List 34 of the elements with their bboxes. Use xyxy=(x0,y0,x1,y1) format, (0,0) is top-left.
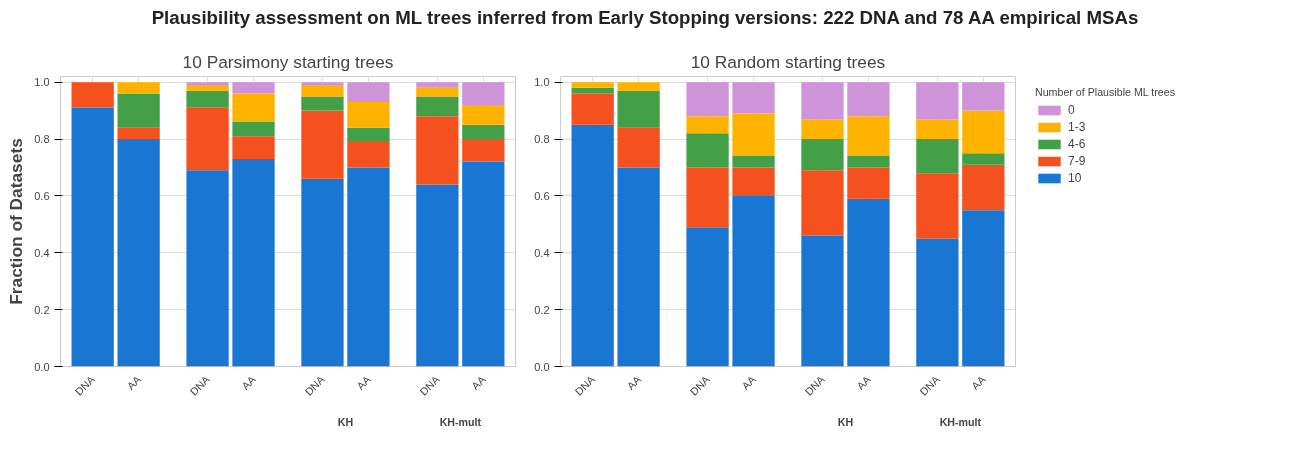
y-tick-label: 1.0 xyxy=(34,76,50,89)
text: KH xyxy=(837,415,854,428)
text: Plausibility assessment on ML trees inferred from Early Stopping versions: 222 DNA and 78 AA empirical MSAs xyxy=(151,6,1139,30)
text: KH xyxy=(337,415,354,428)
chart-subtitle: 10 Random starting trees xyxy=(690,51,886,72)
x-tick-label: AA xyxy=(469,372,489,392)
y-tick-label: 0.8 xyxy=(534,133,550,146)
y-tick-label: 0.0 xyxy=(34,360,50,373)
text: KH-mult xyxy=(939,415,982,428)
y-tick-label: 0.0 xyxy=(534,360,550,373)
chart-subtitle: 10 Parsimony starting trees xyxy=(182,51,394,72)
x-tick-label: AA xyxy=(354,372,374,392)
legend-title: Number of Plausible ML trees xyxy=(1035,86,1175,98)
x-tick-label: AA xyxy=(969,372,989,392)
y-axis-title: Fraction of Datasets xyxy=(6,138,27,305)
y-tick-label: 0.6 xyxy=(534,189,550,202)
legend-label: 4-6 xyxy=(1068,137,1087,151)
y-tick-label: 0.4 xyxy=(534,246,550,259)
legend-label: 7-9 xyxy=(1068,154,1087,168)
legend-label: 1-3 xyxy=(1068,120,1087,134)
x-tick-label: AA xyxy=(854,372,874,392)
text: KH-mult xyxy=(439,415,482,428)
y-tick-label: 1.0 xyxy=(534,76,550,89)
y-tick-label: 0.2 xyxy=(34,303,50,316)
x-tick-label: AA xyxy=(624,372,644,392)
x-tick-label: AA xyxy=(239,372,259,392)
y-tick-label: 0.2 xyxy=(534,303,550,316)
x-tick-label: AA xyxy=(739,372,759,392)
y-tick-label: 0.4 xyxy=(34,246,50,259)
x-tick-label: AA xyxy=(124,372,144,392)
legend-label: 10 xyxy=(1068,171,1083,185)
y-tick-label: 0.6 xyxy=(34,189,50,202)
legend-label: 0 xyxy=(1068,103,1076,117)
y-tick-label: 0.8 xyxy=(34,133,50,146)
